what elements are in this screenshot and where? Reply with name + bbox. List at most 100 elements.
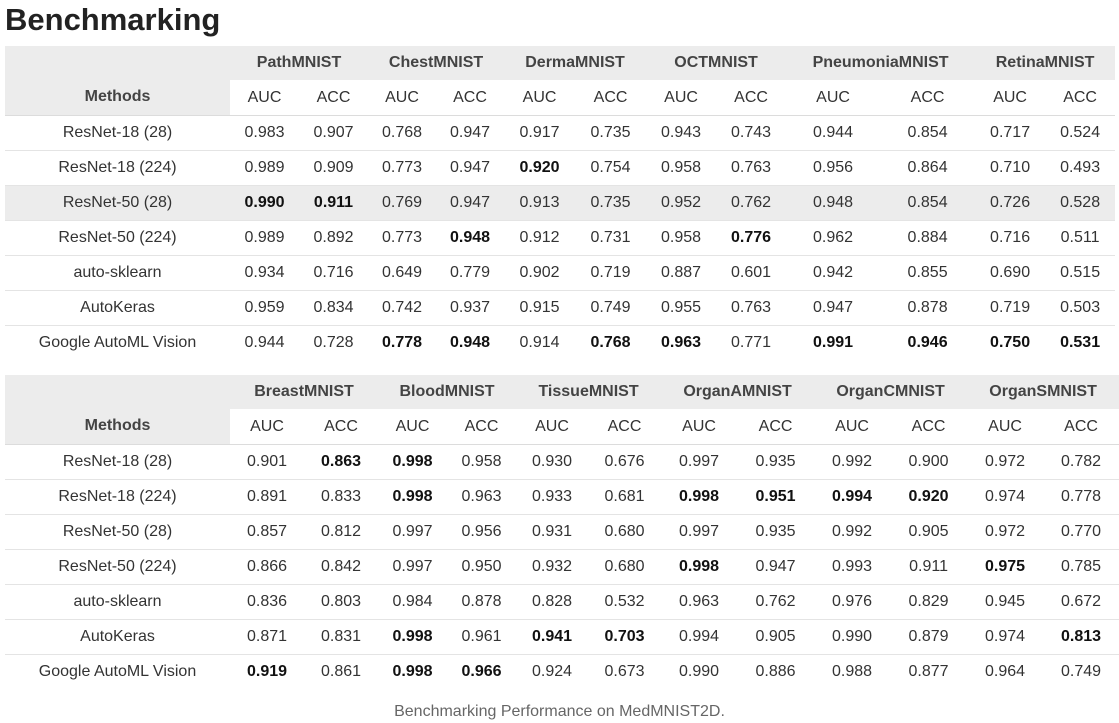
- acc-value-cell: 0.719: [575, 255, 647, 291]
- acc-value-cell: 0.728: [313, 334, 354, 351]
- dataset-header: PneumoniaMNIST: [786, 46, 976, 80]
- table-row: Google AutoML Vision 0.944 0.728 0.778 0.948…: [5, 326, 1115, 361]
- dataset-header: DermaMNIST: [504, 46, 647, 80]
- auc-header: AUC: [516, 409, 589, 445]
- acc-value-cell: 0.854: [880, 185, 976, 221]
- auc-value-cell: 0.952: [646, 185, 717, 221]
- table-row: ResNet-18 (224) 0.989 0.909 0.773 0.947 0.920…: [5, 150, 1116, 186]
- auc-value-cell: 0.769: [368, 185, 437, 221]
- auc-value-cell: 0.990: [679, 663, 720, 680]
- acc-value-cell: 0.532: [588, 584, 662, 620]
- acc-value-cell: 0.878: [880, 290, 976, 326]
- acc-value-cell: 0.935: [737, 514, 815, 550]
- acc-value-cell: 0.762: [737, 584, 815, 620]
- auc-value-cell: 0.988: [832, 663, 873, 680]
- auc-value-cell: 0.902: [504, 255, 576, 291]
- acc-value-cell: 0.855: [880, 255, 976, 291]
- table-row: ResNet-18 (224) 0.891 0.833 0.998 0.963 0.933…: [5, 479, 1119, 515]
- auc-value-cell: 0.857: [230, 514, 304, 550]
- auc-value-cell: 0.941: [516, 619, 589, 655]
- acc-value-cell: 0.854: [880, 115, 976, 151]
- auc-value-cell: 0.990: [230, 185, 299, 221]
- auc-value-cell: 0.919: [246, 663, 288, 680]
- auc-value-cell: 0.719: [975, 290, 1046, 326]
- auc-value-cell: 0.997: [661, 514, 738, 550]
- auc-value-cell: 0.891: [230, 479, 304, 515]
- acc-value-cell: 0.511: [1045, 220, 1116, 256]
- acc-value-cell: 0.961: [447, 619, 517, 655]
- auc-value-cell: 0.994: [661, 619, 738, 655]
- acc-value-cell: 0.813: [1043, 619, 1119, 655]
- auc-value-cell: 0.983: [230, 115, 299, 151]
- auc-value-cell: 0.993: [814, 549, 891, 585]
- auc-value-cell: 0.963: [661, 584, 738, 620]
- acc-value-cell: 0.503: [1045, 290, 1116, 326]
- auc-value-cell: 0.944: [244, 334, 285, 351]
- acc-value-cell: 0.877: [908, 663, 949, 680]
- auc-value-cell: 0.958: [646, 150, 717, 186]
- auc-value-cell: 0.866: [230, 549, 304, 585]
- auc-value-cell: 0.989: [230, 150, 299, 186]
- auc-value-cell: 0.934: [230, 255, 299, 291]
- benchmark-table-2: Methods BreastMNIST BloodMNIST TissueMNI…: [5, 375, 1119, 689]
- auc-value-cell: 0.912: [504, 220, 576, 256]
- table-row: auto-sklearn 0.836 0.803 0.984 0.878 0.828 0.5…: [5, 584, 1119, 620]
- auc-value-cell: 0.690: [975, 255, 1046, 291]
- acc-header: ACC: [447, 409, 517, 445]
- auc-value-cell: 0.972: [967, 514, 1044, 550]
- methods-header: Methods: [5, 46, 230, 116]
- acc-value-cell: 0.879: [890, 619, 968, 655]
- acc-value-cell: 0.909: [299, 150, 369, 186]
- auc-value-cell: 0.998: [378, 619, 448, 655]
- acc-value-cell: 0.716: [299, 255, 369, 291]
- method-name-cell: ResNet-50 (224): [5, 549, 230, 585]
- auc-value-cell: 0.915: [504, 290, 576, 326]
- acc-header: ACC: [880, 80, 976, 116]
- acc-value-cell: 0.963: [447, 479, 517, 515]
- acc-value-cell: 0.956: [447, 514, 517, 550]
- acc-value-cell: 0.782: [1043, 444, 1119, 480]
- acc-value-cell: 0.776: [716, 220, 787, 256]
- acc-value-cell: 0.515: [1045, 255, 1116, 291]
- acc-value-cell: 0.861: [320, 663, 362, 680]
- auc-value-cell: 0.933: [516, 479, 589, 515]
- method-name-cell: AutoKeras: [5, 290, 230, 326]
- method-name-cell: ResNet-50 (224): [5, 220, 230, 256]
- acc-value-cell: 0.601: [716, 255, 787, 291]
- acc-value-cell: 0.947: [436, 115, 505, 151]
- dataset-header: RetinaMNIST: [975, 46, 1116, 80]
- acc-value-cell: 0.907: [299, 115, 369, 151]
- table-body: ResNet-18 (28) 0.983 0.907 0.768 0.947 0.917 0…: [5, 115, 1116, 361]
- auc-value-cell: 0.989: [230, 220, 299, 256]
- acc-value-cell: 0.763: [716, 290, 787, 326]
- acc-value-cell: 0.703: [588, 619, 662, 655]
- auc-value-cell: 0.932: [516, 549, 589, 585]
- acc-header: ACC: [299, 80, 369, 116]
- dataset-header: TissueMNIST: [516, 375, 662, 409]
- acc-header: ACC: [575, 80, 647, 116]
- auc-value-cell: 0.991: [813, 334, 854, 351]
- acc-header: ACC: [1043, 409, 1119, 445]
- auc-value-cell: 0.931: [516, 514, 589, 550]
- table-row: AutoKeras 0.871 0.831 0.998 0.961 0.941 0.703 0…: [5, 619, 1119, 655]
- acc-value-cell: 0.676: [588, 444, 662, 480]
- acc-header: ACC: [588, 409, 662, 445]
- auc-value-cell: 0.742: [368, 290, 437, 326]
- dataset-header: OrganSMNIST: [967, 375, 1119, 409]
- acc-header: ACC: [716, 80, 787, 116]
- auc-value-cell: 0.917: [504, 115, 576, 151]
- table-row: AutoKeras 0.959 0.834 0.742 0.937 0.915 0.749 0…: [5, 290, 1116, 326]
- auc-value-cell: 0.942: [786, 255, 881, 291]
- auc-header: AUC: [368, 80, 437, 116]
- acc-value-cell: 0.905: [737, 619, 815, 655]
- acc-value-cell: 0.878: [447, 584, 517, 620]
- auc-value-cell: 0.726: [975, 185, 1046, 221]
- auc-value-cell: 0.998: [378, 479, 448, 515]
- dataset-header: PathMNIST: [230, 46, 369, 80]
- auc-value-cell: 0.887: [646, 255, 717, 291]
- table-row: auto-sklearn 0.934 0.716 0.649 0.779 0.902 0.7…: [5, 255, 1116, 291]
- acc-value-cell: 0.680: [588, 549, 662, 585]
- auc-value-cell: 0.963: [661, 334, 702, 351]
- auc-value-cell: 0.828: [516, 584, 589, 620]
- acc-value-cell: 0.935: [737, 444, 815, 480]
